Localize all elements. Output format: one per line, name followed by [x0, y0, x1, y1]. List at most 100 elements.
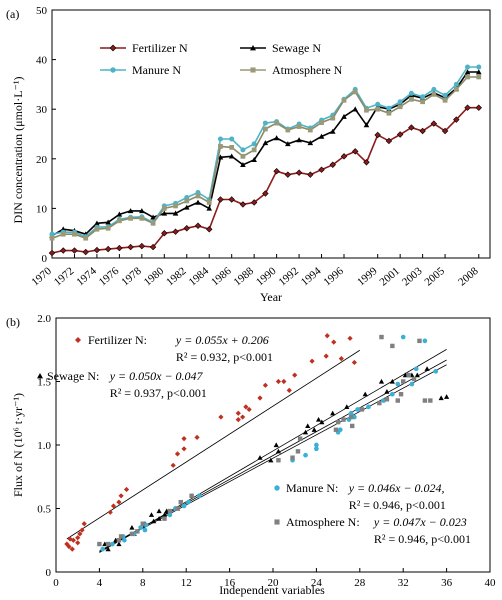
x-tick-label: 1972: [52, 265, 77, 288]
data-point: [250, 199, 258, 206]
data-point: [352, 148, 359, 155]
data-point: [240, 414, 246, 420]
panel-a-y-axis-label: DIN concentration (μmol·L⁻¹): [11, 77, 25, 224]
data-point: [355, 407, 360, 412]
data-point: [178, 499, 183, 505]
data-point: [75, 540, 81, 546]
data-point: [330, 115, 336, 121]
equation-r2: R² = 0.937, p<0.001: [110, 386, 207, 400]
data-point: [397, 99, 403, 105]
x-tick-label: 1974: [74, 265, 99, 289]
data-point: [217, 154, 224, 160]
data-point: [94, 226, 100, 232]
data-point: [303, 452, 308, 458]
data-point: [83, 235, 89, 241]
data-point: [290, 455, 295, 460]
data-point: [307, 140, 314, 146]
data-point: [379, 334, 384, 340]
data-point: [228, 196, 235, 203]
data-point: [161, 206, 167, 211]
x-tick-label: 1999: [355, 265, 380, 289]
data-point: [340, 153, 348, 160]
data-point: [420, 99, 425, 105]
y-tick-label: 1.5: [37, 377, 51, 389]
data-point: [268, 457, 274, 463]
data-point: [161, 210, 168, 216]
data-point: [422, 398, 428, 403]
data-point: [273, 167, 280, 175]
data-point: [105, 225, 111, 231]
data-point: [129, 531, 135, 537]
data-point: [167, 512, 173, 518]
y-tick-label: 40: [36, 55, 48, 67]
data-point: [117, 218, 122, 224]
data-point: [181, 503, 187, 509]
data-point: [135, 529, 140, 534]
data-point: [218, 144, 223, 149]
data-point: [105, 541, 111, 547]
data-point: [386, 105, 392, 111]
data-point: [262, 382, 269, 388]
data-point: [229, 136, 235, 142]
data-point: [408, 90, 414, 96]
data-point: [110, 541, 115, 547]
legend-marker: [250, 45, 256, 51]
data-point: [465, 64, 471, 70]
data-point: [408, 124, 415, 131]
data-point: [175, 506, 180, 511]
data-point: [206, 205, 213, 211]
data-point: [400, 334, 406, 340]
data-point: [129, 524, 135, 530]
panel-b: (b) Flux of N (10⁶ t·yr⁻¹) Independent v…: [6, 313, 496, 597]
data-point: [284, 171, 292, 178]
data-point: [396, 131, 404, 138]
data-point: [295, 169, 303, 176]
data-point: [97, 541, 102, 547]
data-point: [274, 120, 279, 126]
data-point: [195, 199, 201, 205]
data-point: [240, 161, 246, 167]
data-point: [107, 509, 113, 515]
data-point: [66, 544, 72, 550]
data-point: [424, 366, 430, 371]
data-point: [243, 404, 249, 410]
data-point: [184, 198, 190, 204]
data-point: [377, 400, 382, 406]
data-point: [82, 248, 89, 256]
data-point: [297, 436, 303, 441]
data-point: [118, 493, 124, 499]
y-tick-label: 2.0: [37, 313, 51, 325]
data-point: [390, 391, 395, 397]
data-point: [475, 104, 482, 111]
y-tick-label: 20: [36, 154, 48, 166]
data-point: [206, 226, 213, 233]
data-point: [385, 137, 393, 145]
data-point: [67, 536, 73, 542]
data-point: [110, 503, 117, 509]
data-point: [118, 534, 124, 539]
x-tick-label: 1978: [119, 265, 144, 289]
data-point: [341, 417, 346, 422]
x-tick-label: 32: [398, 577, 409, 589]
data-point: [49, 235, 55, 241]
data-point: [307, 171, 314, 178]
x-tick-label: 8: [140, 577, 146, 589]
data-point: [464, 69, 471, 75]
x-tick-label: 2003: [400, 265, 425, 289]
data-point: [183, 204, 190, 210]
data-point: [374, 131, 381, 139]
data-point: [194, 222, 202, 229]
data-point: [409, 96, 414, 102]
data-point: [189, 493, 194, 499]
data-point: [347, 335, 353, 341]
data-point: [341, 97, 347, 103]
data-point: [292, 372, 298, 378]
data-point: [217, 196, 224, 203]
data-point: [251, 141, 257, 147]
data-point: [349, 423, 355, 429]
series-atmosphere-n: [49, 74, 482, 241]
y-tick-label: 0: [42, 253, 48, 265]
data-point: [428, 398, 433, 403]
equation-r2: R² = 0.946, p<0.001: [349, 498, 446, 512]
